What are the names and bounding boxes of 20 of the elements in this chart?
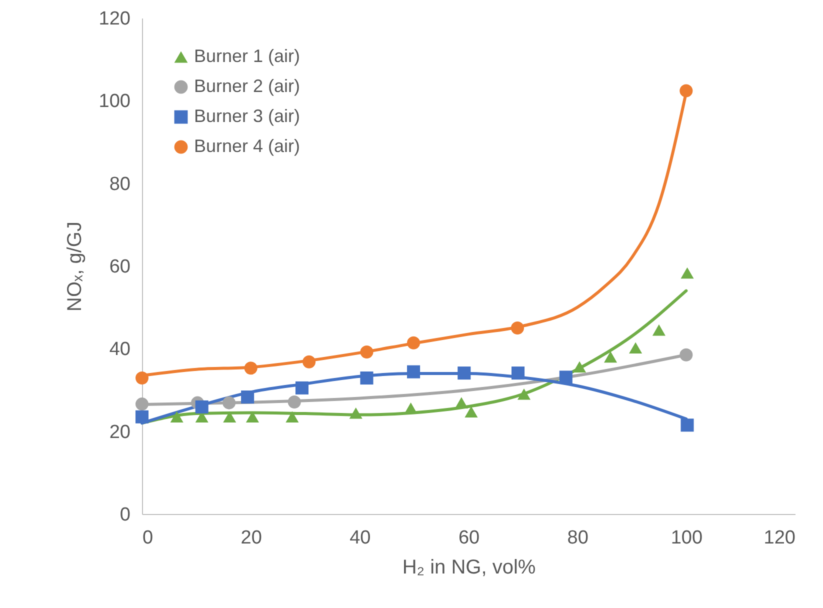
- y-tick-label: 100: [98, 91, 130, 112]
- x-tick-label: 0: [142, 528, 154, 548]
- x-tick-label: 120: [764, 528, 796, 548]
- x-tick-label: 100: [670, 528, 703, 548]
- x-tick-label: 40: [350, 528, 371, 548]
- legend-label: Burner 2 (air): [194, 76, 300, 96]
- x-axis-title: H₂ in NG, vol%: [402, 556, 536, 578]
- y-tick-label: 60: [109, 256, 130, 278]
- y-tick-label: 0: [120, 504, 130, 526]
- y-tick-label: 40: [109, 339, 130, 360]
- legend-label: Burner 3 (air): [194, 106, 300, 126]
- legend-label: Burner 4 (air): [194, 136, 300, 156]
- y-tick-label: 20: [109, 422, 130, 443]
- y-axis-title: NOₓ, g/GJ: [64, 222, 86, 312]
- x-tick-label: 60: [458, 528, 480, 548]
- y-tick-label: 80: [109, 174, 130, 195]
- legend-label: Burner 1 (air): [194, 46, 300, 66]
- x-tick-label: 80: [567, 528, 588, 548]
- y-tick-label: 120: [98, 8, 130, 30]
- x-tick-label: 20: [240, 528, 262, 548]
